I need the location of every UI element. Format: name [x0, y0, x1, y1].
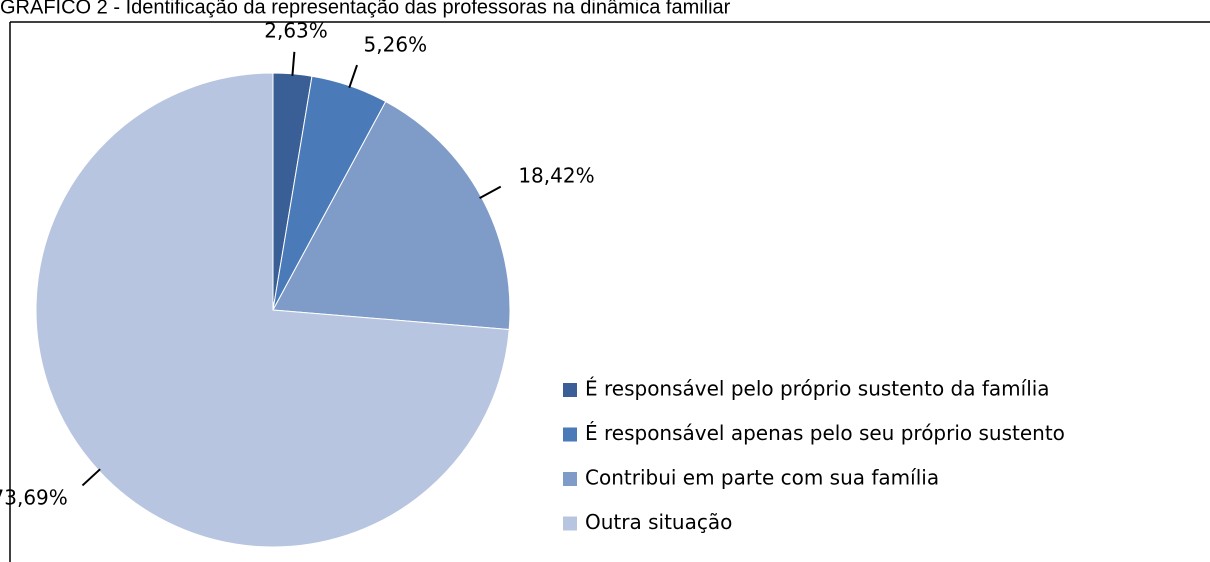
legend-swatch: [563, 516, 577, 531]
data-label: 2,63%: [264, 18, 328, 42]
leader-line: [479, 185, 502, 199]
data-label: 5,26%: [364, 33, 428, 57]
chart-title: GRÁFICO 2 - Identificação da representaç…: [0, 0, 731, 18]
leader-line: [348, 64, 358, 89]
legend-label: É responsável pelo próprio sustento da f…: [585, 377, 1050, 401]
data-label: 73,69%: [0, 485, 68, 509]
leader-line: [291, 51, 296, 76]
leader-line: [81, 468, 101, 487]
legend-label: Contribui em parte com sua família: [585, 466, 939, 490]
legend-label: É responsável apenas pelo seu próprio su…: [585, 421, 1065, 445]
legend-label: Outra situação: [585, 510, 732, 534]
legend-swatch: [563, 472, 577, 486]
legend-swatch: [563, 383, 577, 397]
legend-swatch: [563, 427, 577, 442]
data-label: 18,42%: [518, 164, 594, 188]
